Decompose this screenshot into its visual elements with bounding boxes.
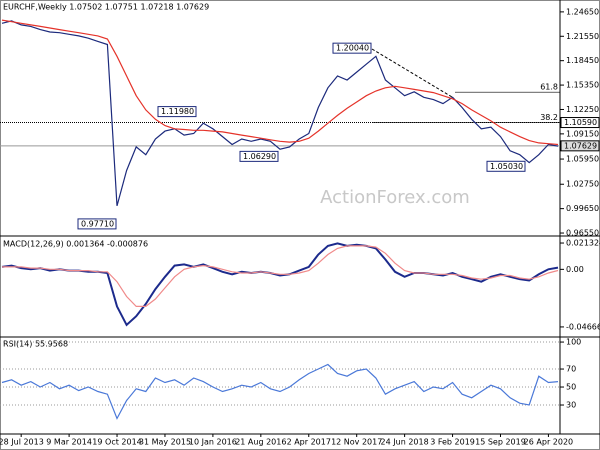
y-tick-label: 0.00: [566, 265, 584, 274]
y-tick-label: 1.05950: [566, 155, 599, 164]
x-tick-label: 2 Apr 2017: [287, 438, 331, 447]
x-tick-label: 19 Oct 2014: [92, 438, 141, 447]
annotation-label: 1.05030: [490, 162, 523, 171]
y-tick-label: 1.09150: [566, 129, 599, 138]
series-line: [2, 245, 559, 307]
y-tick-label: 0.99650: [566, 204, 599, 213]
x-tick-label: 26 Apr 2020: [524, 438, 573, 447]
y-tick-label: 70: [566, 365, 576, 374]
x-tick-label: 21 Aug 2016: [235, 438, 286, 447]
x-tick-label: 31 May 2015: [139, 438, 191, 447]
annotation-box: [486, 160, 526, 172]
level-box: [560, 117, 600, 129]
chart-title: EURCHF,Weekly 1.07502 1.07751 1.07218 1.…: [3, 3, 209, 12]
series-line: [1, 19, 559, 146]
fib-label: 61.8: [540, 83, 558, 92]
level-label: 1.10590: [564, 118, 597, 127]
x-tick-label: 28 Jul 2013: [0, 438, 44, 447]
annotation-box: [332, 42, 372, 54]
x-tick-label: 15 Sep 2019: [475, 438, 526, 447]
level-box: [560, 140, 600, 152]
y-tick-label: 1.02750: [566, 180, 599, 189]
y-tick-label: 0.021324: [566, 239, 600, 248]
x-tick-label: 12 Nov 2017: [331, 438, 382, 447]
annotation-label: 0.97710: [81, 219, 114, 228]
y-tick-label: 1.24650: [566, 7, 599, 16]
series-line: [1, 20, 559, 207]
annotation-box: [239, 150, 279, 162]
rsi-title: RSI(14) 55.9568: [3, 340, 68, 349]
y-tick-label: 1.12250: [566, 105, 599, 114]
y-tick-label: 1.15350: [566, 81, 599, 90]
y-tick-label: 0.96550: [566, 229, 599, 238]
level-label: 1.07629: [564, 141, 597, 150]
annotation-box: [157, 106, 197, 118]
x-tick-label: 9 Mar 2014: [46, 438, 92, 447]
annotation-label: 1.06290: [243, 152, 276, 161]
y-tick-label: 100: [566, 338, 581, 347]
y-tick-label: 50: [566, 383, 576, 392]
annotation-label: 1.20040: [336, 44, 369, 53]
y-tick-label: 1.18450: [566, 56, 599, 65]
x-tick-label: 3 Feb 2019: [430, 438, 475, 447]
series-line: [1, 363, 559, 420]
y-tick-label: 1.21550: [566, 32, 599, 41]
trend-line: [371, 48, 453, 98]
x-tick-label: 10 Jan 2016: [189, 438, 237, 447]
annotation-box: [77, 218, 117, 230]
watermark: ActionForex.com: [320, 187, 470, 208]
y-tick-label: -0.046663: [566, 322, 600, 331]
macd-title: MACD(12,26,9) 0.001364 -0.000876: [3, 240, 148, 249]
x-tick-label: 24 Jun 2018: [381, 438, 429, 447]
y-tick-label: 30: [566, 401, 576, 410]
fib-label: 38.2: [540, 113, 558, 122]
annotation-label: 1.11980: [161, 107, 194, 116]
